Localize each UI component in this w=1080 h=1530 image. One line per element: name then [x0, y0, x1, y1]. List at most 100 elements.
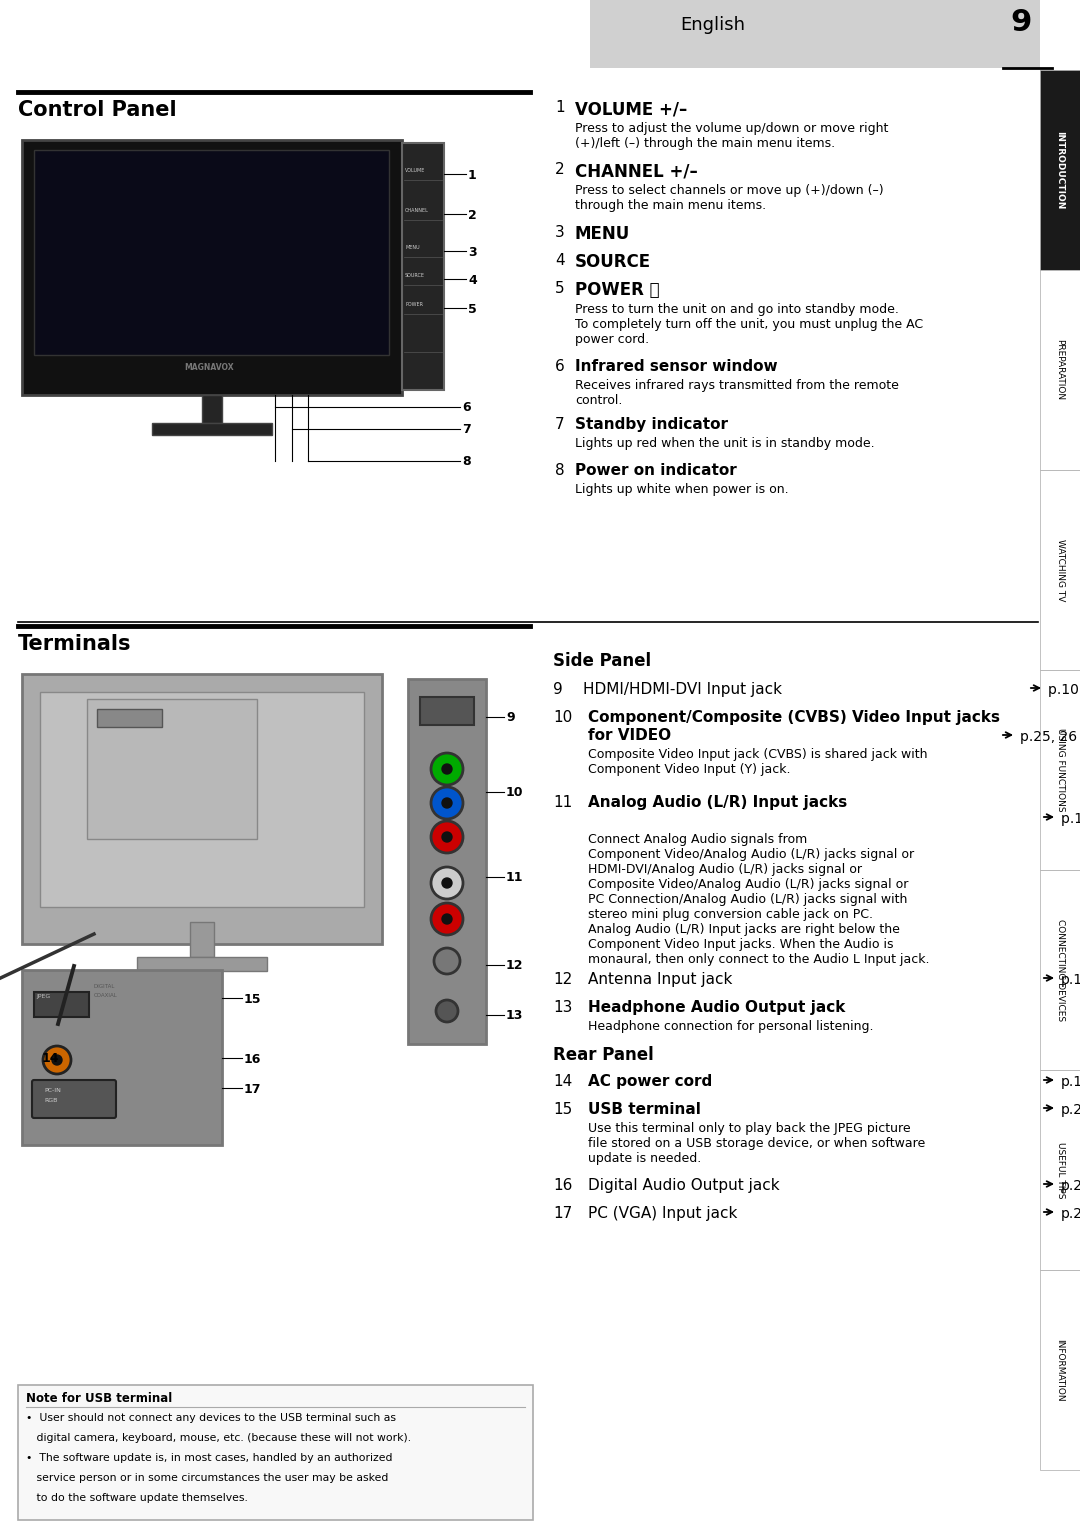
Bar [87, 699, 257, 838]
Text: p.26: p.26 [1061, 1207, 1080, 1221]
Text: Component Video Input jacks. When the Audio is: Component Video Input jacks. When the Au… [588, 938, 893, 952]
Text: p.10, 25: p.10, 25 [1048, 682, 1080, 698]
Text: Composite Video/Analog Audio (L/R) jacks signal or: Composite Video/Analog Audio (L/R) jacks… [588, 878, 908, 890]
Bar [1040, 70, 1080, 269]
Text: MAGNAVOX: MAGNAVOX [184, 363, 233, 372]
Text: 11: 11 [553, 796, 572, 809]
Text: monaural, then only connect to the Audio L Input jack.: monaural, then only connect to the Audio… [588, 953, 930, 965]
Text: 5: 5 [468, 303, 476, 317]
Text: 17: 17 [244, 1083, 261, 1095]
Text: 13: 13 [507, 1008, 524, 1022]
Text: PC-IN: PC-IN [44, 1088, 60, 1092]
Text: 5: 5 [555, 282, 565, 295]
Text: control.: control. [575, 395, 622, 407]
Bar [152, 422, 272, 435]
Text: POWER: POWER [405, 301, 423, 308]
Text: PC (VGA) Input jack: PC (VGA) Input jack [588, 1206, 738, 1221]
Text: power cord.: power cord. [575, 334, 649, 346]
Text: 6: 6 [555, 360, 565, 373]
Bar [18, 1385, 534, 1519]
Text: 16: 16 [244, 1053, 261, 1066]
Text: AC power cord: AC power cord [588, 1074, 712, 1089]
Text: MENU: MENU [405, 245, 420, 249]
Text: Note for USB terminal: Note for USB terminal [26, 1392, 172, 1405]
Text: VOLUME: VOLUME [405, 168, 426, 173]
Bar [1040, 269, 1080, 470]
Text: p.10: p.10 [1061, 973, 1080, 987]
Text: Lights up red when the unit is in standby mode.: Lights up red when the unit is in standb… [575, 438, 875, 450]
Text: 14: 14 [42, 1053, 59, 1065]
Bar [420, 698, 474, 725]
Text: p.25, 26: p.25, 26 [1020, 730, 1077, 744]
Text: •  User should not connect any devices to the USB terminal such as: • User should not connect any devices to… [26, 1414, 396, 1423]
Circle shape [436, 1001, 458, 1022]
Bar [190, 923, 214, 956]
Text: Component Video Input (Y) jack.: Component Video Input (Y) jack. [588, 763, 791, 776]
Text: service person or in some circumstances the user may be asked: service person or in some circumstances … [26, 1473, 389, 1483]
Text: PREPARATION: PREPARATION [1055, 340, 1065, 401]
Circle shape [52, 1056, 62, 1065]
Text: Headphone connection for personal listening.: Headphone connection for personal listen… [588, 1021, 874, 1033]
Circle shape [431, 753, 463, 785]
Text: VOLUME +/–: VOLUME +/– [575, 99, 687, 118]
Text: 1: 1 [468, 168, 476, 182]
Circle shape [431, 868, 463, 900]
Text: p.27: p.27 [1061, 1103, 1080, 1117]
Text: Power on indicator: Power on indicator [575, 464, 737, 477]
Text: HDMI-DVI/Analog Audio (L/R) jacks signal or: HDMI-DVI/Analog Audio (L/R) jacks signal… [588, 863, 862, 877]
Text: RGB: RGB [44, 1099, 57, 1103]
Text: 15: 15 [553, 1102, 572, 1117]
Text: 12: 12 [553, 972, 572, 987]
Text: 4: 4 [555, 252, 565, 268]
Text: To completely turn off the unit, you must unplug the AC: To completely turn off the unit, you mus… [575, 318, 923, 330]
Bar [1040, 670, 1080, 871]
Text: 16: 16 [553, 1178, 572, 1193]
Text: CONNECTING DEVICES: CONNECTING DEVICES [1055, 920, 1065, 1021]
Text: HDMI/HDMI-DVI Input jack: HDMI/HDMI-DVI Input jack [583, 682, 782, 698]
Bar [1040, 470, 1080, 670]
Text: 8: 8 [555, 464, 565, 477]
Text: CHANNEL: CHANNEL [405, 208, 429, 213]
Text: USING FUNCTIONS: USING FUNCTIONS [1055, 728, 1065, 812]
Bar [590, 0, 1040, 67]
Text: USEFUL TIPS: USEFUL TIPS [1055, 1141, 1065, 1198]
Text: Analog Audio (L/R) Input jacks: Analog Audio (L/R) Input jacks [588, 796, 847, 809]
Text: 3: 3 [555, 225, 565, 240]
Text: 11: 11 [507, 871, 524, 884]
Text: 6: 6 [462, 401, 471, 415]
Bar [1040, 1069, 1080, 1270]
Text: 4: 4 [468, 274, 476, 288]
Text: Headphone Audio Output jack: Headphone Audio Output jack [588, 1001, 846, 1014]
Text: MENU: MENU [575, 225, 631, 243]
Bar [22, 141, 402, 395]
Circle shape [442, 832, 453, 842]
Text: Lights up white when power is on.: Lights up white when power is on. [575, 483, 788, 496]
Text: 10: 10 [553, 710, 572, 725]
Text: 1: 1 [555, 99, 565, 115]
Text: CHANNEL +/–: CHANNEL +/– [575, 162, 698, 181]
Text: USB terminal: USB terminal [588, 1102, 701, 1117]
Text: update is needed.: update is needed. [588, 1152, 701, 1164]
Text: Antenna Input jack: Antenna Input jack [588, 972, 732, 987]
Text: file stored on a USB storage device, or when software: file stored on a USB storage device, or … [588, 1137, 926, 1151]
Text: 12: 12 [507, 959, 524, 972]
Bar [137, 956, 267, 972]
Text: (+)/left (–) through the main menu items.: (+)/left (–) through the main menu items… [575, 138, 835, 150]
Text: JPEG: JPEG [36, 994, 51, 999]
Text: 7: 7 [462, 422, 471, 436]
Text: Press to adjust the volume up/down or move right: Press to adjust the volume up/down or mo… [575, 122, 889, 135]
Text: DIGITAL: DIGITAL [94, 984, 116, 988]
Text: POWER ⏻: POWER ⏻ [575, 282, 660, 298]
Text: Composite Video Input jack (CVBS) is shared jack with: Composite Video Input jack (CVBS) is sha… [588, 748, 928, 760]
Text: INFORMATION: INFORMATION [1055, 1339, 1065, 1401]
Bar [97, 708, 162, 727]
FancyBboxPatch shape [32, 1080, 116, 1118]
Text: Press to turn the unit on and go into standby mode.: Press to turn the unit on and go into st… [575, 303, 899, 317]
Bar [1040, 871, 1080, 1069]
Text: through the main menu items.: through the main menu items. [575, 199, 766, 213]
Bar [40, 692, 364, 907]
Circle shape [442, 878, 453, 887]
Text: Infrared sensor window: Infrared sensor window [575, 360, 778, 373]
Text: 9: 9 [507, 711, 515, 724]
Text: 2: 2 [555, 162, 565, 177]
